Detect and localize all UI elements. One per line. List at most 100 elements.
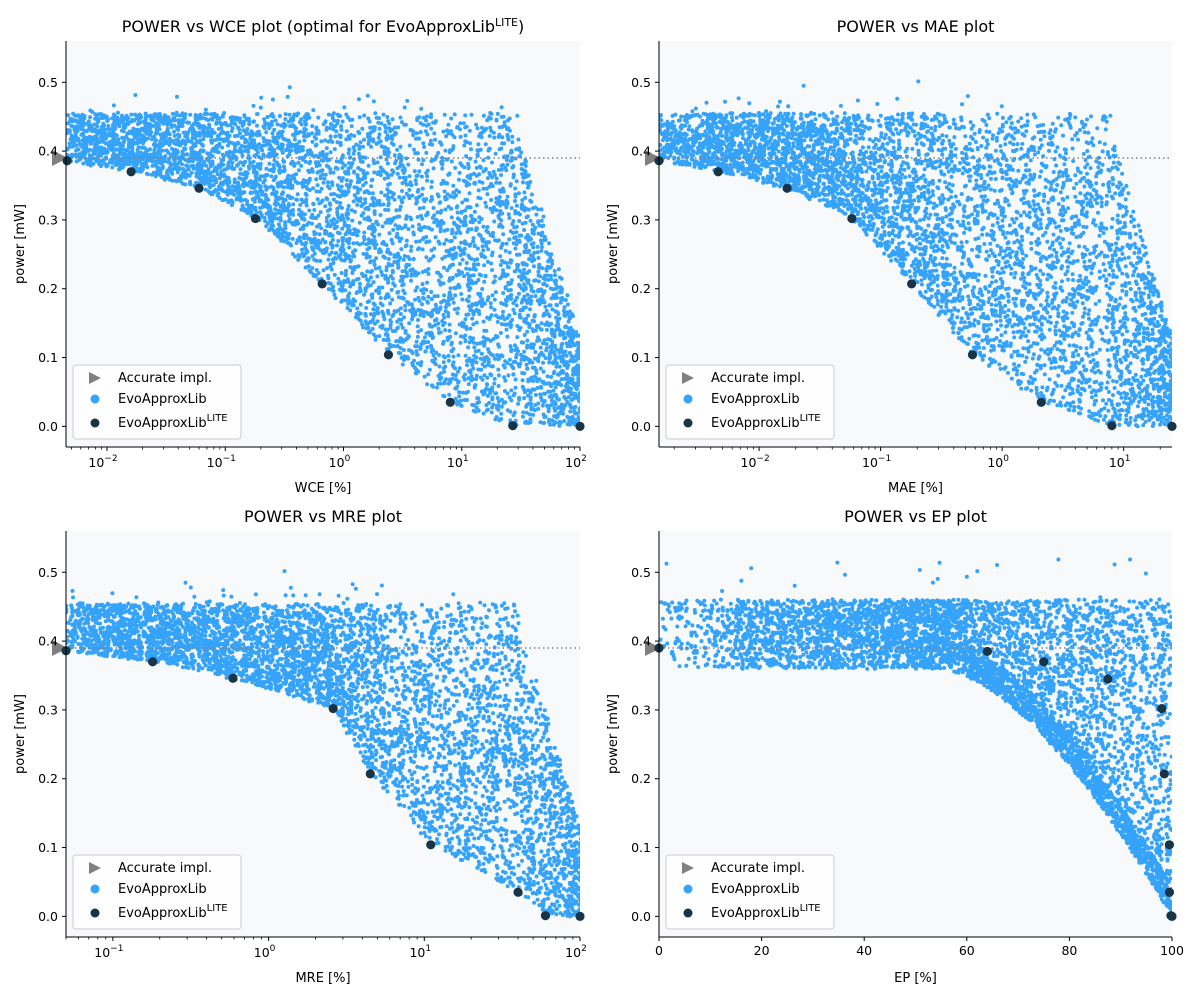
lite-point	[575, 421, 585, 431]
legend-evo-marker	[90, 394, 100, 404]
lite-point	[982, 646, 992, 657]
legend-evo-label: EvoApproxLib	[711, 882, 800, 897]
lite-point	[228, 673, 238, 683]
y-axis-label: power [mW]	[606, 204, 621, 284]
chart-ep: 0.0 0.1 0.2 0.3 0.4 0.5 0 20 40 60 80 100 POWER vs E…	[606, 507, 1184, 986]
y-tick-label: 0.2	[631, 281, 651, 296]
y-tick-label: 0.0	[631, 909, 651, 924]
y-tick-label: 0.4	[631, 634, 651, 649]
legend: Accurate impl. EvoApproxLib EvoApproxLibLI…	[72, 364, 242, 440]
evoapproxlib-lite-points	[61, 646, 585, 921]
lite-point	[847, 213, 857, 224]
lite-point	[126, 167, 136, 177]
accurate-marker	[52, 149, 68, 166]
evoapproxlib-lite-points	[654, 643, 1177, 921]
legend-evo-marker	[683, 394, 693, 404]
y-tick-label: 0.1	[38, 840, 58, 855]
lite-point	[508, 421, 518, 431]
lite-point	[713, 167, 723, 177]
chart-title: POWER vs EP plot	[844, 507, 987, 526]
x-axis-label: MAE [%]	[888, 481, 943, 496]
legend-lite-marker	[683, 908, 693, 918]
y-tick-label: 0.1	[631, 840, 651, 855]
lite-point	[250, 213, 261, 224]
lite-point	[1167, 421, 1177, 431]
y-tick-label: 0.0	[38, 419, 58, 434]
chart-title: POWER vs MRE plot	[244, 507, 402, 526]
lite-point	[1107, 421, 1117, 431]
y-tick-label: 0.3	[38, 702, 58, 717]
x-axis-label: WCE [%]	[295, 481, 352, 496]
evoapproxlib-points	[66, 85, 580, 428]
legend-frame	[72, 364, 242, 440]
legend-frame	[665, 854, 835, 930]
evoapproxlib-scatter	[66, 569, 580, 919]
legend-accurate-marker	[89, 372, 101, 384]
legend-lite-marker	[683, 418, 693, 428]
legend-evo-marker	[683, 884, 693, 894]
accurate-marker	[645, 639, 661, 656]
y-tick-label: 0.5	[38, 75, 58, 90]
y-tick-label: 0.2	[38, 281, 58, 296]
legend-lite-marker	[90, 908, 100, 918]
lite-point	[907, 279, 917, 289]
legend-lite-label: EvoApproxLibLITE	[711, 413, 821, 431]
x-tick-label: 60	[959, 943, 975, 958]
y-tick-label: 0.2	[38, 771, 58, 786]
lite-point	[1167, 911, 1177, 921]
y-tick-label: 0.5	[631, 75, 651, 90]
legend-accurate-label: Accurate impl.	[118, 371, 212, 386]
legend: Accurate impl. EvoApproxLib EvoApproxLibLI…	[665, 364, 835, 440]
lite-point	[782, 183, 792, 193]
x-tick-label: 10−2	[88, 454, 117, 470]
x-tick-label: 101	[409, 944, 431, 960]
lite-point	[1036, 397, 1046, 407]
y-tick-label: 0.0	[631, 419, 651, 434]
lite-point	[1164, 887, 1175, 897]
legend-evo-label: EvoApproxLib	[118, 882, 207, 897]
x-tick-label: 101	[1109, 454, 1131, 470]
evoapproxlib-lite-points	[62, 156, 585, 431]
y-axis-label: power [mW]	[13, 204, 28, 284]
x-tick-label: 100	[1160, 943, 1184, 958]
lite-point	[148, 657, 158, 667]
x-tick-label: 10−1	[207, 454, 236, 470]
y-tick-label: 0.5	[631, 565, 651, 580]
y-axis-label: power [mW]	[13, 694, 28, 774]
evoapproxlib-scatter	[659, 557, 1172, 917]
chart-title: POWER vs WCE plot (optimal for EvoApprox…	[122, 16, 525, 36]
x-tick-label: 101	[447, 454, 469, 470]
x-tick-label: 10−1	[94, 944, 123, 960]
legend-accurate-marker	[89, 862, 101, 874]
lite-point	[194, 183, 204, 193]
y-tick-label: 0.4	[38, 634, 58, 649]
legend-evo-label: EvoApproxLib	[118, 392, 207, 407]
legend-accurate-label: Accurate impl.	[118, 861, 212, 876]
lite-point	[445, 397, 455, 407]
x-tick-label: 102	[565, 944, 587, 960]
lite-point	[317, 279, 327, 289]
x-tick-label: 20	[754, 943, 770, 958]
x-tick-label: 100	[254, 944, 276, 960]
y-tick-label: 0.3	[631, 702, 651, 717]
x-axis-label: EP [%]	[894, 971, 937, 986]
legend-accurate-marker	[682, 862, 694, 874]
x-tick-label: 10−2	[741, 454, 770, 470]
y-tick-label: 0.4	[38, 144, 58, 159]
lite-point	[513, 887, 523, 897]
accurate-marker	[645, 149, 661, 166]
legend-frame	[665, 364, 835, 440]
lite-point	[540, 911, 551, 921]
y-tick-label: 0.3	[631, 212, 651, 227]
legend-lite-label: EvoApproxLibLITE	[711, 903, 821, 921]
x-tick-label: 40	[856, 943, 872, 958]
chart-mre: 0.0 0.1 0.2 0.3 0.4 0.5 10−1 100 101 102 POWER vs …	[13, 507, 587, 986]
legend: Accurate impl. EvoApproxLib EvoApproxLibLI…	[665, 854, 835, 930]
x-tick-label: 100	[329, 454, 351, 470]
x-tick-label: 80	[1061, 943, 1077, 958]
y-tick-label: 0.1	[631, 350, 651, 365]
lite-point	[365, 769, 375, 779]
y-tick-label: 0.0	[38, 909, 58, 924]
evoapproxlib-points	[659, 557, 1172, 917]
